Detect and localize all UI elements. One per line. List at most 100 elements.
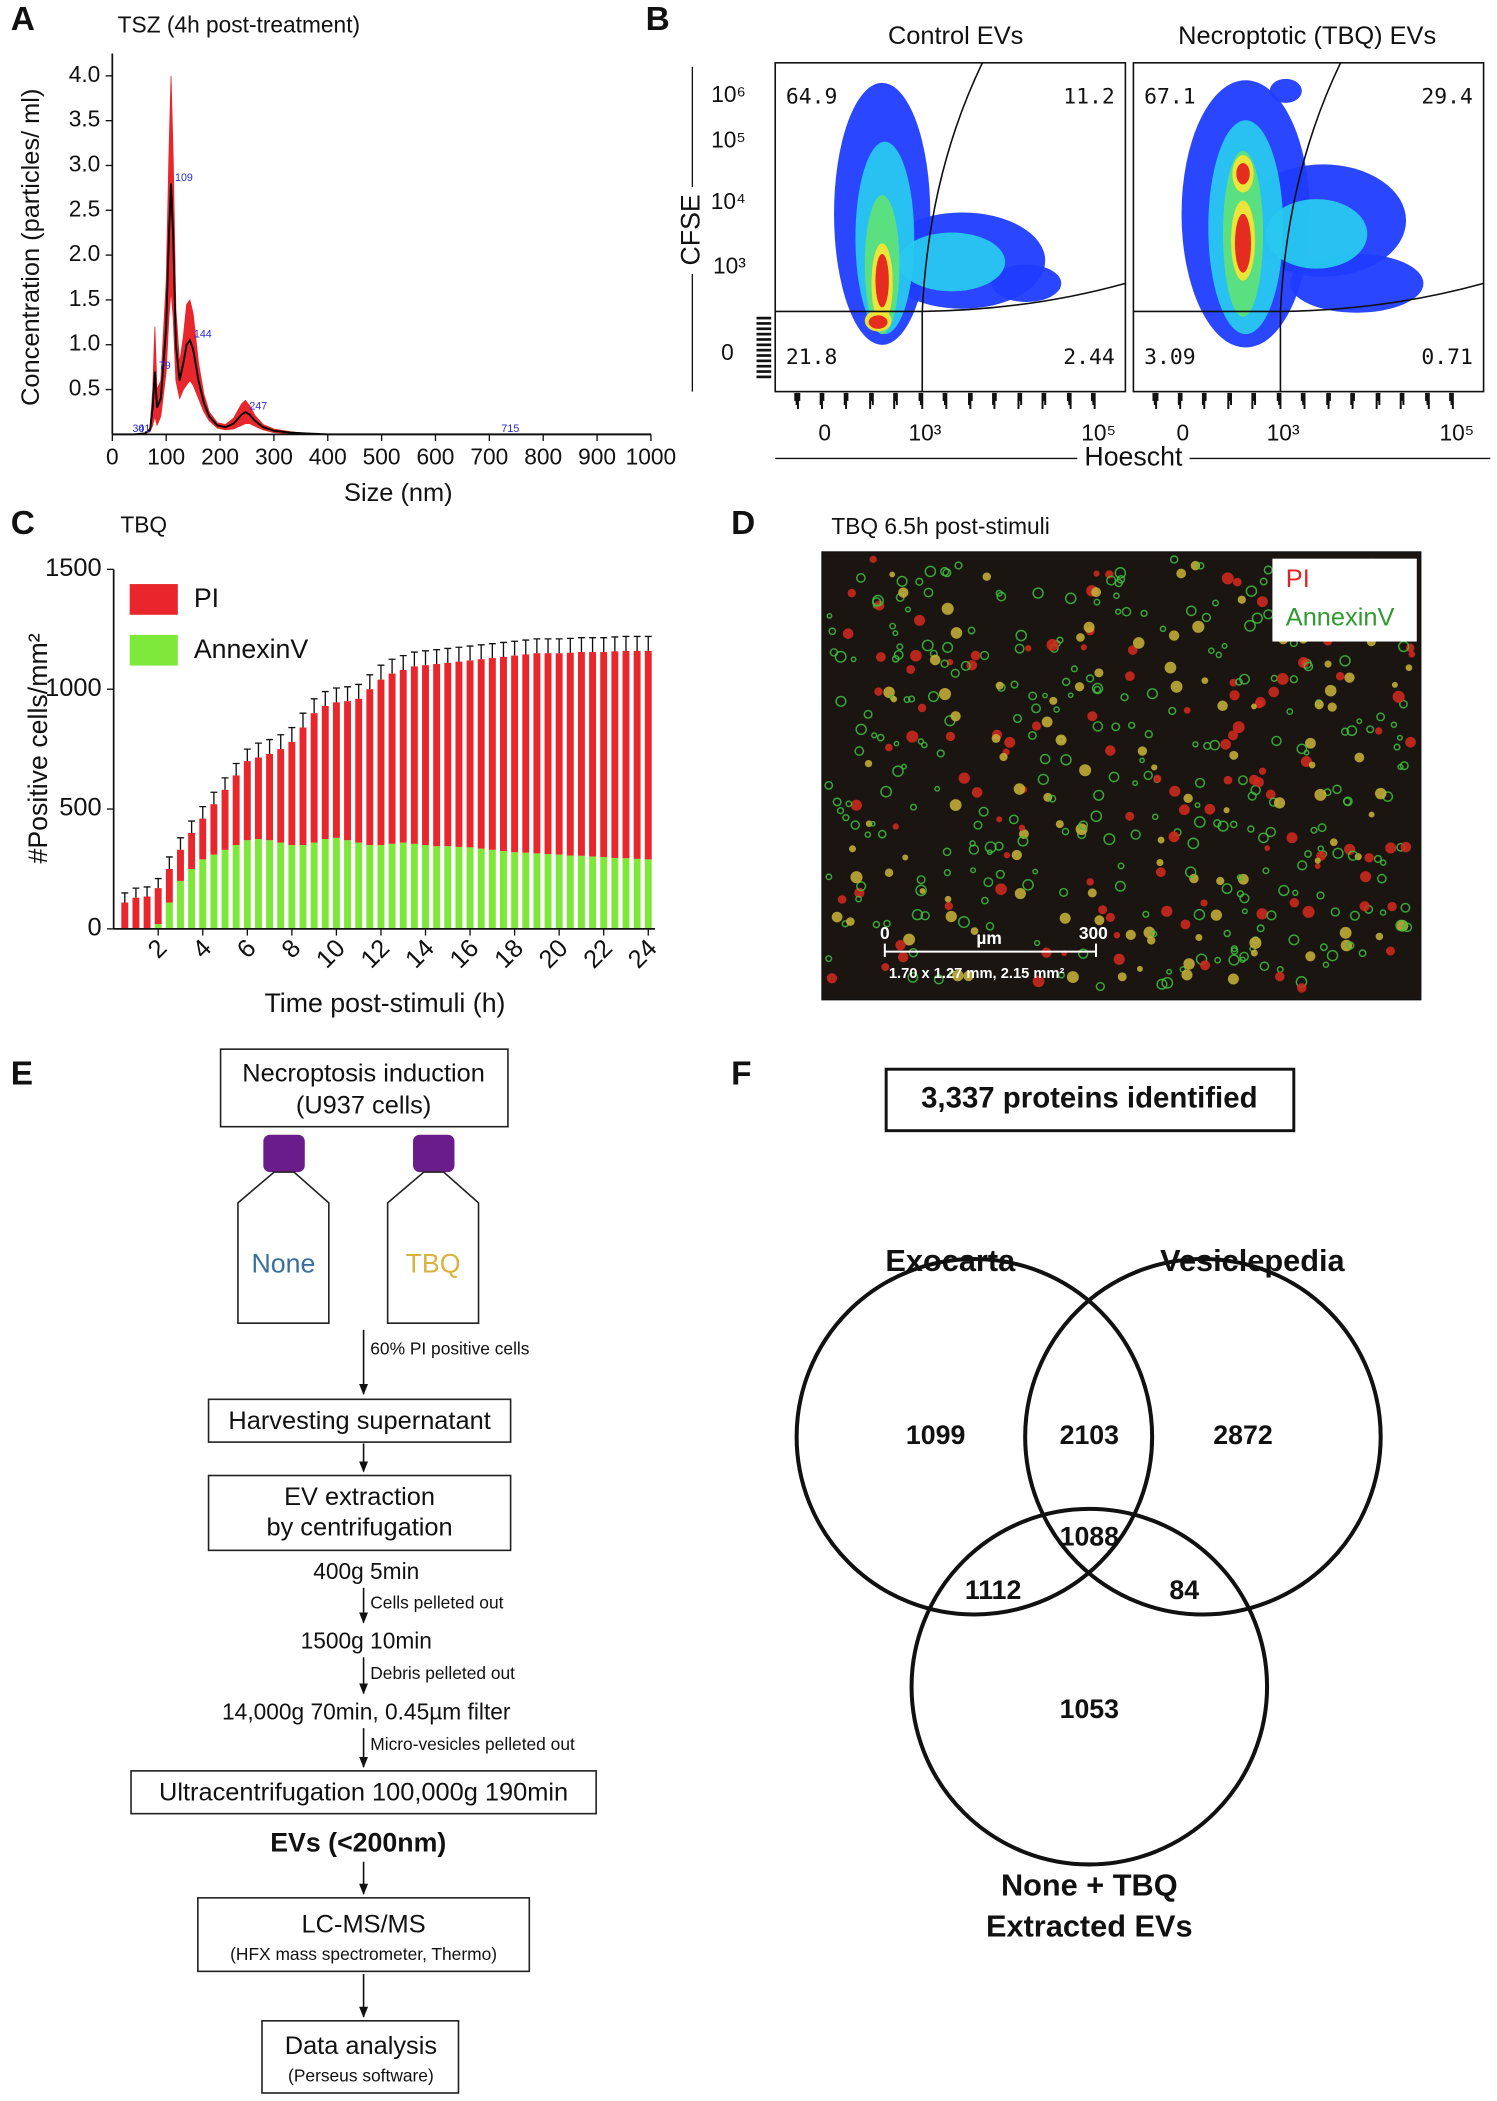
cell bbox=[970, 927, 979, 936]
cell bbox=[1032, 587, 1044, 599]
x-tick-label: 800 bbox=[524, 443, 562, 469]
cell bbox=[883, 686, 895, 699]
bar bbox=[221, 849, 229, 929]
cell bbox=[944, 895, 952, 903]
y-tick-label: 500 bbox=[59, 794, 101, 822]
cell bbox=[1221, 883, 1233, 895]
bar bbox=[644, 859, 652, 929]
cell bbox=[914, 614, 925, 626]
cell bbox=[1262, 867, 1270, 875]
cell bbox=[1408, 650, 1416, 658]
cell bbox=[835, 695, 847, 707]
bar bbox=[500, 850, 507, 929]
density bbox=[875, 253, 889, 308]
set-label: Extracted EVs bbox=[986, 1909, 1193, 1944]
cell bbox=[1136, 965, 1143, 972]
step-text: Ultracentrifugation 100,000g 190min bbox=[159, 1778, 568, 1806]
cell bbox=[1324, 660, 1332, 668]
cell bbox=[1057, 971, 1065, 979]
cell bbox=[1144, 730, 1153, 739]
cell bbox=[1120, 693, 1129, 702]
cell bbox=[1094, 915, 1105, 926]
x-tick-label: 0 bbox=[818, 419, 831, 445]
bar bbox=[399, 842, 407, 929]
density bbox=[1265, 199, 1368, 269]
cell bbox=[1055, 820, 1064, 829]
bar bbox=[188, 833, 196, 869]
cell bbox=[848, 845, 857, 853]
cell bbox=[1400, 841, 1412, 853]
cell bbox=[881, 963, 890, 972]
cell bbox=[1193, 908, 1206, 921]
cell bbox=[1132, 637, 1145, 649]
bar bbox=[477, 659, 485, 849]
step-text: Data analysis bbox=[285, 2032, 437, 2060]
cell bbox=[1258, 767, 1267, 775]
error-bar bbox=[332, 687, 340, 703]
bar bbox=[422, 844, 429, 929]
cell bbox=[1105, 745, 1116, 756]
cell bbox=[883, 919, 891, 928]
cell bbox=[1159, 625, 1167, 633]
bar bbox=[600, 856, 608, 929]
arrow-note: Cells pelleted out bbox=[370, 1592, 503, 1612]
cell bbox=[1286, 832, 1298, 844]
cell bbox=[1235, 677, 1243, 686]
chart-title: TSZ (4h post-treatment) bbox=[118, 12, 360, 38]
y-tick-label: 0 bbox=[721, 339, 734, 365]
cell bbox=[1080, 644, 1087, 651]
cell bbox=[1214, 956, 1222, 964]
error-bar bbox=[533, 638, 541, 654]
cell bbox=[1376, 712, 1386, 722]
cell bbox=[831, 911, 843, 923]
cell bbox=[1310, 826, 1318, 834]
cell bbox=[936, 749, 945, 758]
cell bbox=[1125, 671, 1135, 682]
error-bar bbox=[288, 726, 296, 742]
cell bbox=[999, 752, 1008, 762]
cell bbox=[1319, 943, 1328, 952]
peak-label: 109 bbox=[175, 172, 193, 184]
flow-cytometry: B Control EVs Necroptotic (TBQ) EVs CFSE… bbox=[646, 1, 1491, 471]
step-text: Harvesting supernatant bbox=[228, 1407, 490, 1435]
cell bbox=[1049, 696, 1058, 705]
panel-letter: D bbox=[731, 505, 755, 542]
cell bbox=[1385, 842, 1397, 854]
cell bbox=[1022, 879, 1034, 891]
cell bbox=[1332, 784, 1342, 795]
cell bbox=[942, 568, 952, 578]
cell bbox=[1061, 677, 1071, 687]
cell bbox=[1264, 845, 1271, 852]
scale-label: 300 bbox=[1079, 923, 1108, 943]
cell bbox=[1379, 909, 1387, 916]
cell bbox=[1256, 924, 1265, 933]
x-tick-label: 700 bbox=[470, 443, 508, 469]
cell bbox=[994, 841, 1004, 851]
peak-label: 79 bbox=[159, 360, 171, 372]
cell bbox=[940, 659, 949, 669]
arrow-note: Debris pelleted out bbox=[370, 1663, 515, 1683]
bar bbox=[544, 653, 552, 855]
bar bbox=[132, 897, 140, 929]
cell bbox=[945, 731, 956, 742]
bar bbox=[254, 757, 262, 839]
cell bbox=[1128, 721, 1136, 730]
bar bbox=[210, 804, 218, 855]
cell bbox=[1248, 774, 1260, 785]
cell bbox=[960, 660, 971, 672]
venn-title: 3,337 proteins identified bbox=[921, 1082, 1257, 1115]
cell bbox=[917, 738, 925, 745]
cell bbox=[1042, 692, 1048, 699]
x-axis-label: Time post-stimuli (h) bbox=[264, 988, 505, 1018]
cell bbox=[1265, 826, 1276, 838]
y-tick-label: 0.5 bbox=[69, 375, 101, 401]
cell bbox=[1397, 640, 1410, 653]
cell bbox=[1276, 672, 1289, 685]
error-bar bbox=[254, 742, 262, 758]
error-bar bbox=[566, 637, 574, 653]
y-tick-label: 1.5 bbox=[69, 285, 101, 311]
condition: TBQ bbox=[406, 1249, 461, 1279]
cell bbox=[1061, 827, 1070, 836]
cell bbox=[933, 974, 944, 985]
cell bbox=[1146, 688, 1159, 700]
